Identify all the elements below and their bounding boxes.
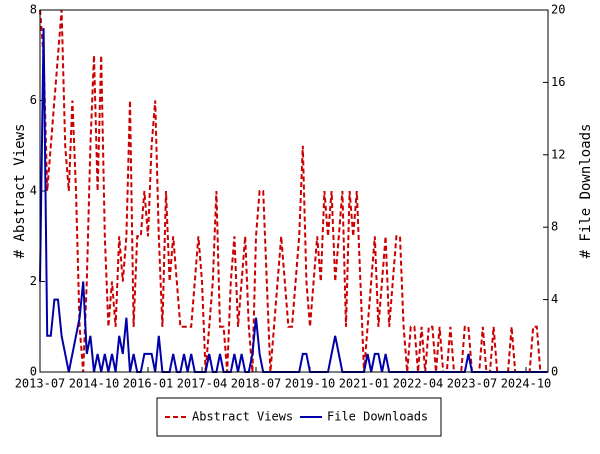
x-tick-label: 2022-04 [393, 377, 444, 391]
y2-tick-label: 16 [551, 75, 565, 89]
x-tick-label: 2019-10 [285, 377, 336, 391]
y2-axis-title: # File Downloads [578, 124, 594, 259]
y2-tick-label: 0 [551, 365, 558, 379]
x-tick-label: 2024-10 [501, 377, 552, 391]
x-tick-label: 2014-10 [69, 377, 120, 391]
x-tick-label: 2013-07 [15, 377, 66, 391]
series-line [39, 9, 548, 373]
y2-tick-label: 12 [551, 147, 565, 161]
x-tick-label: 2017-04 [177, 377, 228, 391]
y2-tick-label: 4 [551, 292, 558, 306]
y2-tick-label: 20 [551, 3, 565, 17]
y-tick-label: 2 [30, 274, 37, 288]
y2-tick-label: 8 [551, 220, 558, 234]
legend-label: File Downloads [327, 410, 428, 424]
plot-frame [39, 9, 549, 373]
x-tick-label: 2023-07 [447, 377, 498, 391]
x-tick-label: 2016-01 [123, 377, 174, 391]
y-axis-title: # Abstract Views [12, 124, 28, 259]
y-tick-label: 6 [30, 93, 37, 107]
y-tick-label: 0 [30, 365, 37, 379]
legend-label: Abstract Views [192, 410, 293, 424]
legend-box [156, 397, 442, 437]
y-tick-label: 4 [30, 184, 37, 198]
series-line [39, 28, 548, 373]
y-tick-label: 8 [30, 3, 37, 17]
x-tick-label: 2021-01 [339, 377, 390, 391]
x-tick-label: 2018-07 [231, 377, 282, 391]
